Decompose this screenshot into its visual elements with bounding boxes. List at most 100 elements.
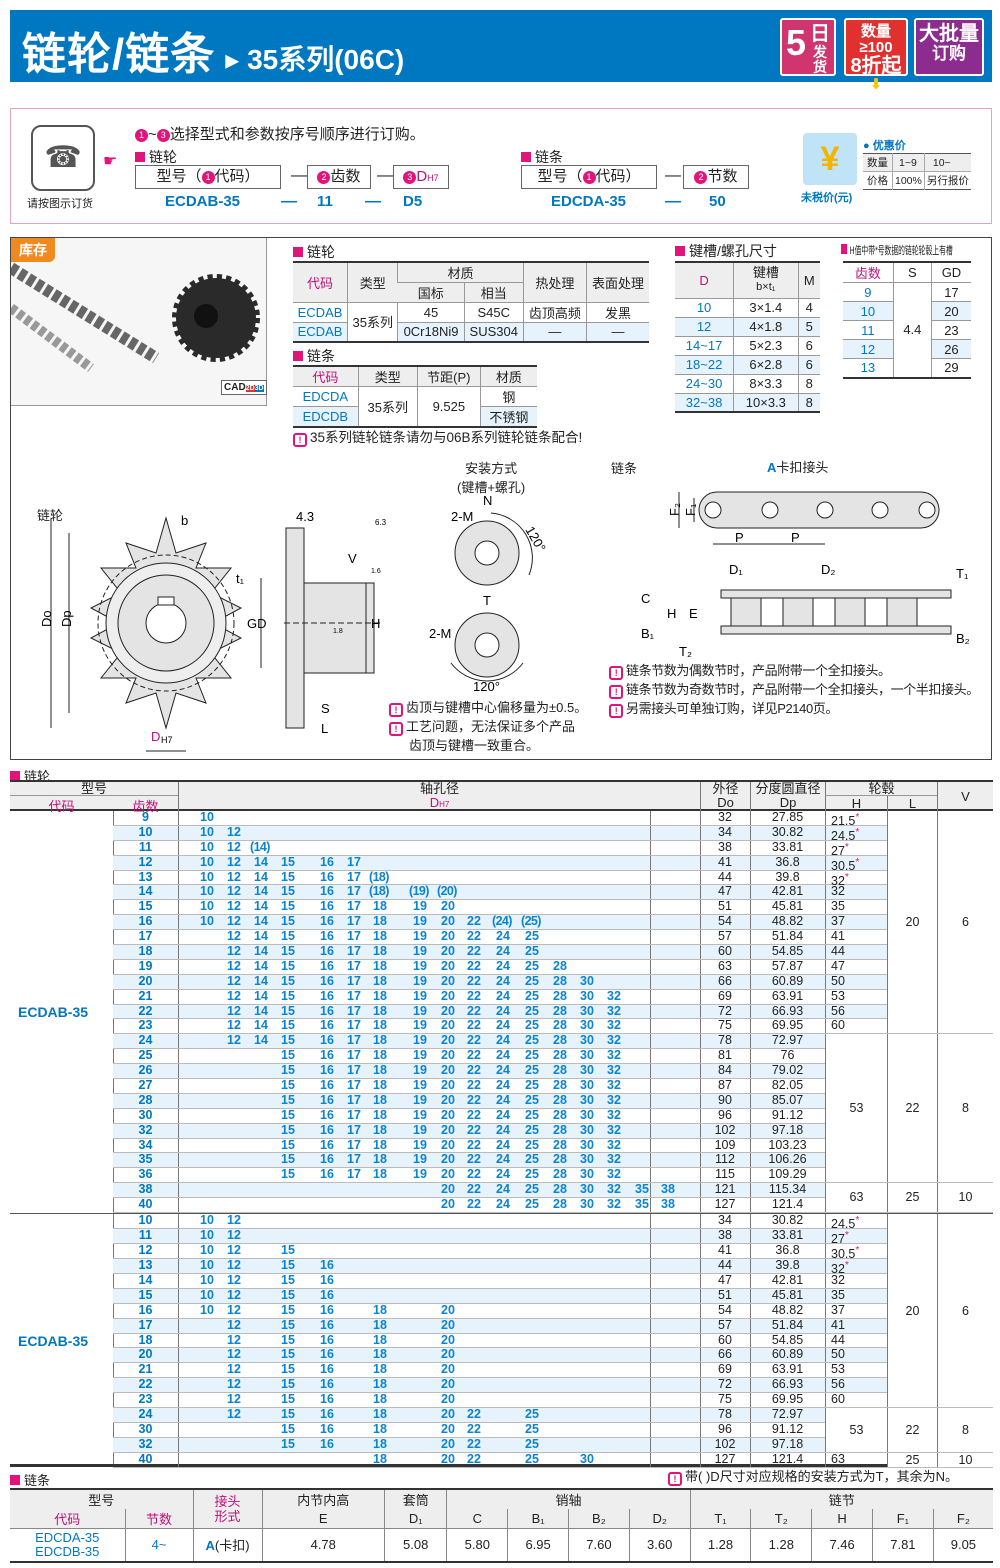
- pitch-diameter: 54.85: [771, 944, 804, 958]
- bore-option: (18): [369, 869, 389, 884]
- bore-option: 24: [496, 988, 510, 1003]
- chain-notes: ! 链条节数为偶数节时，产品附带一个全扣接头。 ! 链条节数为奇数节时，产品附带一个…: [609, 661, 979, 718]
- column-header: H: [811, 1509, 873, 1529]
- bore-option: 18: [373, 1332, 387, 1347]
- model-code: ECDAB-35: [18, 1004, 89, 1020]
- hub-h: 32: [831, 1272, 845, 1287]
- warning-icon: !: [389, 703, 403, 717]
- bore-option: 32: [607, 1182, 621, 1197]
- badge-large-order: 大批量 订购: [914, 18, 984, 76]
- bore-option: 19: [413, 899, 427, 914]
- column-header: B₂: [568, 1509, 630, 1529]
- bore-option: 18: [373, 1437, 387, 1452]
- pitch-diameter: 30.82: [771, 1213, 804, 1227]
- bore-option: 18: [373, 1003, 387, 1018]
- bore-option: 28: [553, 1048, 567, 1063]
- bore-range: 12: [675, 317, 734, 337]
- bore-option: 18: [373, 1392, 387, 1407]
- pitch-diameter: 27.85: [771, 810, 804, 824]
- bore-option: 16: [320, 1003, 334, 1018]
- bore-option: 12: [227, 839, 241, 854]
- bore-option: 30: [580, 1063, 594, 1078]
- bore-option: 15: [281, 1018, 295, 1033]
- bore-option: 38: [661, 1197, 675, 1212]
- teeth-count: 24: [138, 1407, 153, 1422]
- bore-option: 20: [441, 1302, 455, 1317]
- price-title: ● 优惠价: [863, 140, 906, 152]
- pointing-hand-icon: ☛: [103, 153, 118, 170]
- pitch-diameter: 42.81: [771, 1272, 804, 1287]
- bore-option: (24): [492, 914, 512, 929]
- price-table: 数量 1~9 10~ 价格 100% 另行报价: [863, 153, 971, 190]
- pitch-diameter: 63.91: [771, 1362, 804, 1377]
- svg-text:4.3: 4.3: [296, 509, 314, 524]
- bore-option: 16: [320, 1347, 334, 1362]
- bore-option: 18: [373, 1122, 387, 1137]
- bore-option: 12: [227, 1392, 241, 1407]
- bore-option: 32: [607, 1003, 621, 1018]
- teeth-count: 21: [138, 988, 153, 1003]
- teeth-count: 40: [138, 1452, 153, 1467]
- gd-row: 9 4.4 17: [843, 282, 971, 378]
- bore-option: 10: [200, 1257, 214, 1272]
- bore-option: 17: [347, 1048, 361, 1063]
- bore-option: 15: [281, 1152, 295, 1167]
- bore-option: 14: [254, 914, 268, 929]
- dash: —: [377, 167, 393, 184]
- table-row: 17 12 14 15 16 17 18 19 20 22 24 25 57 51.84 41: [113, 929, 993, 945]
- outer-diameter: 84: [718, 1063, 732, 1078]
- pitch-diameter: 85.07: [771, 1092, 804, 1107]
- table-row: 40 20 22 24 25 28 30 32 35 38 127 121.4: [113, 1197, 993, 1213]
- bore-option: (25): [521, 914, 541, 929]
- bore-option: 12: [227, 1287, 241, 1302]
- dash: —: [665, 167, 681, 184]
- bore-option: 10: [200, 884, 214, 899]
- bore-option: 20: [441, 1377, 455, 1392]
- bore-option: 14: [254, 899, 268, 914]
- bore-option: 16: [320, 988, 334, 1003]
- outer-diameter: 41: [718, 854, 732, 869]
- bore-option: 30: [580, 973, 594, 988]
- bore-option: 30: [580, 1452, 594, 1467]
- bore-option: 15: [281, 1422, 295, 1437]
- bore-option: 14: [254, 988, 268, 1003]
- outer-diameter: 54: [718, 914, 732, 929]
- teeth-count: 23: [138, 1018, 153, 1033]
- bore-option: 22: [467, 1063, 481, 1078]
- screw-size: 8: [797, 374, 820, 394]
- bore-option: 14: [254, 854, 268, 869]
- bore-option: 28: [553, 1197, 567, 1212]
- bore-option: 18: [373, 914, 387, 929]
- bore-option: 15: [281, 1377, 295, 1392]
- bore-option: 16: [320, 1272, 334, 1287]
- bore-option: 18: [373, 1152, 387, 1167]
- teeth-count: 26: [138, 1063, 153, 1078]
- gd-row: 10 20: [843, 301, 971, 321]
- bore-option: 16: [320, 1302, 334, 1317]
- bore-option: 25: [525, 1422, 539, 1437]
- bore-option: 20: [441, 1063, 455, 1078]
- teeth-count: 36: [138, 1167, 153, 1182]
- bore-option: 16: [320, 1407, 334, 1422]
- pitch-diameter: 109.29: [768, 1167, 807, 1182]
- bore-option: 20: [441, 1152, 455, 1167]
- bore-option: 14: [254, 869, 268, 884]
- bore-option: 18: [373, 1048, 387, 1063]
- example-bore: D5: [403, 193, 423, 210]
- outer-diameter: 90: [718, 1092, 732, 1107]
- hub-h: 41: [831, 929, 845, 944]
- bore-option: 22: [467, 1422, 481, 1437]
- bore-option: 15: [281, 884, 295, 899]
- bore-option: 16: [320, 1437, 334, 1452]
- outer-diameter: 102: [714, 1122, 736, 1137]
- table-row: 14 10 12 15 16 47 42.81 32: [113, 1272, 993, 1289]
- bore-option: 22: [467, 1137, 481, 1152]
- bore-option: 16: [320, 929, 334, 944]
- teeth-count: 23: [138, 1392, 153, 1407]
- merged-v: 8: [937, 1034, 993, 1183]
- price-note: 未税价(元): [801, 192, 853, 204]
- dash: —: [291, 167, 307, 184]
- pitch-diameter: 82.05: [771, 1078, 804, 1092]
- pitch-diameter: 121.4: [771, 1452, 804, 1467]
- teeth-count: 25: [138, 1048, 153, 1063]
